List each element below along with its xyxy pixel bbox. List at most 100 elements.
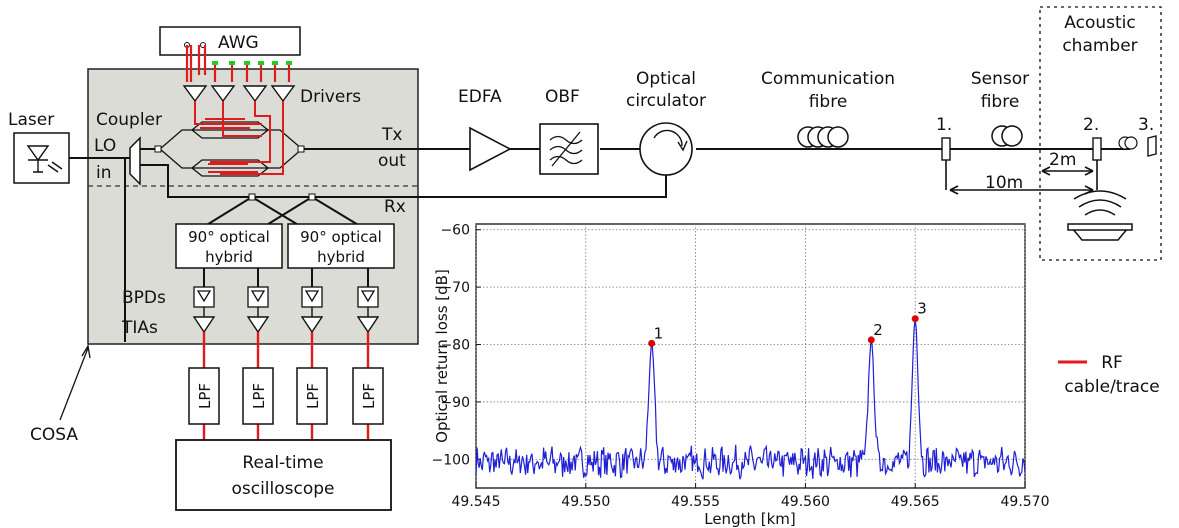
splitter-icon <box>308 193 316 201</box>
x-tick-label: 49.560 <box>781 494 830 510</box>
x-tick-label: 49.550 <box>561 494 610 510</box>
bpd-row <box>193 286 379 308</box>
laser-label: Laser <box>8 110 54 130</box>
hybrid-box-2 <box>287 223 395 269</box>
bpd-icon <box>357 286 379 308</box>
lpf-label: LPF <box>196 383 214 409</box>
awg-box <box>159 26 301 56</box>
x-tick-label: 49.570 <box>1001 494 1050 510</box>
tx-label: Tx <box>381 125 402 145</box>
x-tick-label: 49.555 <box>671 494 720 510</box>
bpd-icon <box>301 286 323 308</box>
tia-icon <box>192 316 216 334</box>
peak-label: 2 <box>873 321 883 339</box>
comm-fibre-line1: Communication <box>761 69 895 89</box>
point-1-label: 1. <box>936 115 952 135</box>
port-icon <box>154 145 162 153</box>
lo-in-label: in <box>96 163 112 183</box>
y-tick-label: −80 <box>440 338 470 354</box>
acoustic-line2: chamber <box>1062 36 1137 56</box>
peak-label: 3 <box>917 300 927 318</box>
legend-rf-line2: cable/trace <box>1064 377 1159 397</box>
lpf-box <box>242 367 274 425</box>
scope-line1: Real-time <box>242 453 323 473</box>
optical-paths <box>69 148 1130 342</box>
lpf-box <box>352 367 384 425</box>
cosa-arrow <box>59 344 91 421</box>
sensor-fibre-coil-icon <box>991 125 1023 147</box>
dist-2m-label: 2m <box>1049 150 1076 170</box>
reflector-3-icon <box>1147 135 1157 157</box>
acoustic-line1: Acoustic <box>1064 13 1135 33</box>
bpds-label: BPDs <box>122 288 166 308</box>
driver-icon <box>182 85 208 103</box>
return-loss-trace <box>475 318 1026 480</box>
x-tick-label: 49.565 <box>891 494 940 510</box>
awg-label: AWG <box>218 33 259 53</box>
obf-box <box>539 123 599 175</box>
edfa-amplifier-icon <box>469 126 512 172</box>
comm-fibre-coil-icon <box>797 126 849 148</box>
chart-peaks: 1 2 3 <box>648 300 927 347</box>
lpf-label: LPF <box>250 383 268 409</box>
lpf-box <box>296 367 328 425</box>
driver-icon <box>270 85 296 103</box>
filter-wave-icon <box>549 131 583 167</box>
oscilloscope-box <box>175 439 392 511</box>
speaker-icon <box>1067 190 1133 241</box>
sensor-fibre-line2: fibre <box>981 92 1020 112</box>
bpd-icon <box>247 286 269 308</box>
hybrid-2-line1: 90° optical <box>300 228 382 246</box>
driver-amplifiers <box>182 85 296 103</box>
hybrid-2-line2: hybrid <box>317 248 365 266</box>
lpf-label: LPF <box>360 383 378 409</box>
lpf-label: LPF <box>304 383 322 409</box>
y-axis-label: Optical return loss [dB] <box>433 269 451 443</box>
tia-icon <box>300 316 324 334</box>
tia-row <box>192 307 380 334</box>
port-icon <box>297 145 305 153</box>
acoustic-chamber-box <box>1039 6 1162 261</box>
plot-area <box>475 223 1026 489</box>
peak-marker <box>648 339 656 347</box>
drivers-label: Drivers <box>300 87 361 107</box>
lpf-box <box>188 367 220 425</box>
x-axis-label: Length [km] <box>704 510 796 528</box>
circulator-line2: circulator <box>626 91 706 111</box>
awg-green-ports <box>212 61 292 65</box>
tx-out-label: out <box>378 151 406 171</box>
y-tick-label: −60 <box>440 223 470 239</box>
circulator-arrow-icon <box>653 129 688 152</box>
peak-marker <box>867 336 875 344</box>
coupler-label: Coupler <box>96 110 162 130</box>
distance-markers <box>945 160 1098 195</box>
hybrid-box-1 <box>175 223 283 269</box>
edfa-label: EDFA <box>458 87 502 107</box>
return-loss-chart: 49.545 49.550 49.555 49.560 49.565 49.570 −60 −… <box>432 223 1050 528</box>
legend-rf-line1: RF <box>1101 353 1123 373</box>
chart-grid <box>475 224 1026 488</box>
driver-icon <box>242 85 268 103</box>
modulator-rf-lines <box>194 101 284 175</box>
driver-icon <box>210 85 236 103</box>
point-3-label: 3. <box>1138 115 1154 135</box>
tias-label: TIAs <box>121 318 158 338</box>
cosa-label: COSA <box>30 425 78 445</box>
laser-box <box>13 132 70 184</box>
reflector-2-icon <box>1092 137 1102 161</box>
scope-line2: oscilloscope <box>231 479 334 499</box>
small-coil-icon <box>1118 136 1138 150</box>
rx-label: Rx <box>384 197 406 217</box>
y-tick-label: −90 <box>440 395 470 411</box>
lpf-row: LPF LPF LPF LPF <box>188 367 384 425</box>
circulator-line1: Optical <box>636 69 696 89</box>
sensor-fibre-line1: Sensor <box>971 69 1029 89</box>
lpf-rf-lines <box>202 332 370 440</box>
reflector-1-icon <box>941 137 951 161</box>
tia-icon <box>246 316 270 334</box>
y-tick-label: −100 <box>432 452 470 468</box>
awg-rf-lines <box>185 45 291 82</box>
tia-icon <box>356 316 380 334</box>
